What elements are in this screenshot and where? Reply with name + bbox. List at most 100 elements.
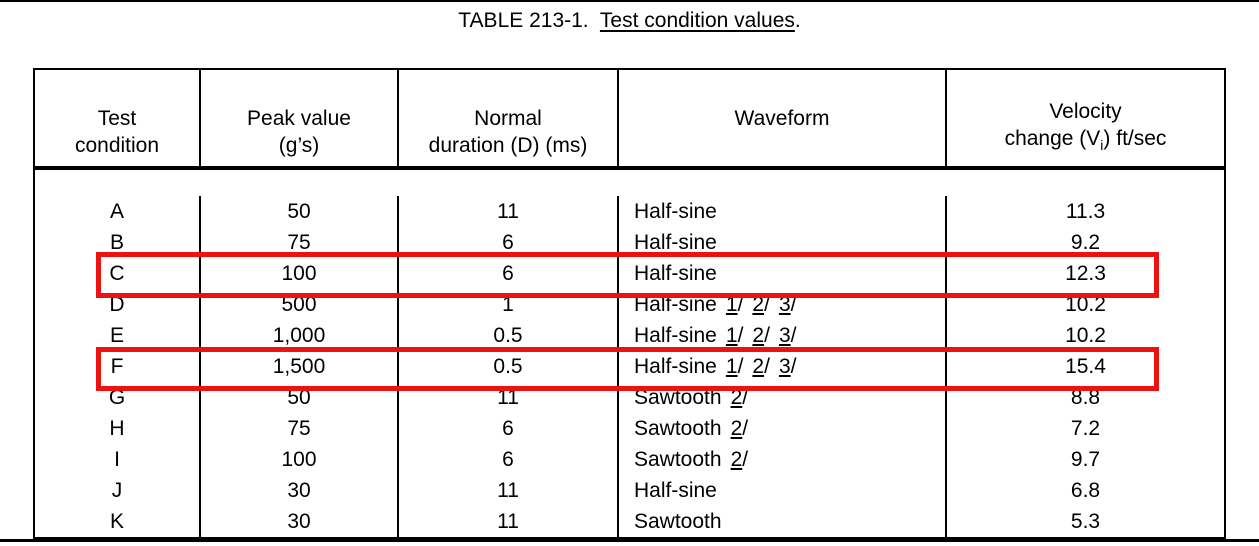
col-header-peak-value: Peak value (g’s): [199, 69, 399, 170]
cell-duration: 11: [397, 382, 619, 413]
col-header-test-condition: Test condition: [33, 69, 201, 170]
footnote-ref: 1/: [725, 324, 744, 347]
footnote-ref: 2/: [730, 386, 749, 409]
table-row: D 500 1 Half-sine 1/2/3/10.2: [33, 289, 1226, 320]
cell-velocity-change: 10.2: [945, 289, 1226, 320]
cell-peak-value: 500: [199, 289, 399, 320]
cell-waveform: Half-sine: [617, 475, 947, 506]
waveform-label: Half-sine: [634, 231, 717, 254]
footnote-ref: 2/: [752, 324, 770, 347]
cell-test-condition: I: [33, 444, 201, 475]
cell-test-condition: H: [33, 413, 201, 444]
table-title: TABLE 213-1. Test condition values.: [0, 8, 1259, 34]
cell-velocity-change: 9.2: [945, 227, 1226, 258]
cell-peak-value: 100: [199, 258, 399, 289]
table-row: I 100 6 Sawtooth 2/9.7: [33, 444, 1226, 475]
footnote-ref: 3/: [778, 355, 797, 378]
table-row: H 75 6 Sawtooth 2/7.2: [33, 413, 1226, 444]
cell-waveform: Half-sine 1/2/3/: [617, 351, 947, 382]
cell-duration: 0.5: [397, 320, 619, 351]
cell-peak-value: 50: [199, 196, 399, 227]
cell-velocity-change: 5.3: [945, 506, 1226, 538]
waveform-label: Sawtooth: [634, 386, 722, 409]
cell-velocity-change: 12.3: [945, 258, 1226, 289]
page-bottom-rule: [0, 539, 1259, 542]
cell-velocity-change: 10.2: [945, 320, 1226, 351]
footnote-ref: 2/: [730, 448, 749, 471]
cell-peak-value: 1,500: [199, 351, 399, 382]
footnote-ref: 3/: [778, 293, 797, 316]
cell-waveform: Half-sine: [617, 258, 947, 289]
table-row: C 100 6 Half-sine 12.3: [33, 258, 1226, 289]
waveform-label: Half-sine: [634, 355, 717, 378]
cell-duration: 1: [397, 289, 619, 320]
cell-test-condition: C: [33, 258, 201, 289]
table-row: B 75 6 Half-sine 9.2: [33, 227, 1226, 258]
cell-duration: 6: [397, 444, 619, 475]
table-title-period: .: [794, 9, 801, 32]
cell-duration: 6: [397, 413, 619, 444]
cell-test-condition: A: [33, 196, 201, 227]
footnote-ref: 3/: [778, 324, 797, 347]
waveform-label: Sawtooth: [634, 448, 722, 471]
cell-test-condition: E: [33, 320, 201, 351]
cell-peak-value: 30: [199, 506, 399, 538]
col-header-velocity-change: Velocity change (Vi) ft/sec: [945, 69, 1226, 170]
cell-waveform: Sawtooth: [617, 506, 947, 538]
table-title-underlined: Test condition values: [599, 9, 795, 32]
table-row: J 30 11 Half-sine 6.8: [33, 475, 1226, 506]
col-header-waveform: Waveform: [617, 69, 947, 170]
cell-peak-value: 30: [199, 475, 399, 506]
col-header-normal-duration: Normal duration (D) (ms): [397, 69, 619, 170]
table-title-prefix: TABLE 213-1.: [458, 9, 600, 32]
waveform-label: Half-sine: [634, 324, 717, 347]
cell-test-condition: F: [33, 351, 201, 382]
cell-test-condition: B: [33, 227, 201, 258]
waveform-label: Half-sine: [634, 479, 717, 502]
table-body: A 50 11 Half-sine 11.3 B 75 6 Half-sine 9.2 C 100 6 H…: [33, 168, 1226, 538]
cell-waveform: Sawtooth 2/: [617, 413, 947, 444]
table-row: A 50 11 Half-sine 11.3: [33, 196, 1226, 227]
test-condition-table: Test condition Peak value (g’s) Normal d…: [33, 68, 1226, 539]
page-top-rule: [0, 0, 1259, 2]
cell-waveform: Half-sine: [617, 196, 947, 227]
cell-peak-value: 50: [199, 382, 399, 413]
cell-velocity-change: 9.7: [945, 444, 1226, 475]
cell-waveform: Half-sine 1/2/3/: [617, 289, 947, 320]
cell-duration: 6: [397, 258, 619, 289]
subscript-i: i: [1100, 137, 1104, 153]
table-row: G 50 11 Sawtooth 2/8.8: [33, 382, 1226, 413]
table-row: F 1,500 0.5 Half-sine 1/2/3/15.4: [33, 351, 1226, 382]
waveform-label: Sawtooth: [634, 510, 722, 533]
cell-velocity-change: 6.8: [945, 475, 1226, 506]
cell-waveform: Sawtooth 2/: [617, 382, 947, 413]
waveform-label: Half-sine: [634, 293, 717, 316]
cell-waveform: Sawtooth 2/: [617, 444, 947, 475]
cell-duration: 11: [397, 196, 619, 227]
table-row: K 30 11 Sawtooth 5.3: [33, 506, 1226, 538]
footnote-ref: 2/: [752, 293, 770, 316]
footnote-ref: 2/: [730, 417, 749, 440]
cell-velocity-change: 7.2: [945, 413, 1226, 444]
waveform-label: Sawtooth: [634, 417, 722, 440]
cell-duration: 11: [397, 506, 619, 538]
waveform-label: Half-sine: [634, 262, 717, 285]
cell-duration: 11: [397, 475, 619, 506]
table-row: E 1,000 0.5 Half-sine 1/2/3/10.2: [33, 320, 1226, 351]
footnote-ref: 2/: [752, 355, 770, 378]
cell-waveform: Half-sine: [617, 227, 947, 258]
cell-waveform: Half-sine 1/2/3/: [617, 320, 947, 351]
cell-test-condition: K: [33, 506, 201, 538]
cell-velocity-change: 15.4: [945, 351, 1226, 382]
cell-peak-value: 75: [199, 227, 399, 258]
footnote-ref: 1/: [725, 355, 744, 378]
cell-test-condition: G: [33, 382, 201, 413]
table-header: Test condition Peak value (g’s) Normal d…: [33, 69, 1226, 170]
cell-test-condition: D: [33, 289, 201, 320]
cell-duration: 0.5: [397, 351, 619, 382]
cell-velocity-change: 11.3: [945, 196, 1226, 227]
cell-test-condition: J: [33, 475, 201, 506]
cell-peak-value: 100: [199, 444, 399, 475]
cell-velocity-change: 8.8: [945, 382, 1226, 413]
